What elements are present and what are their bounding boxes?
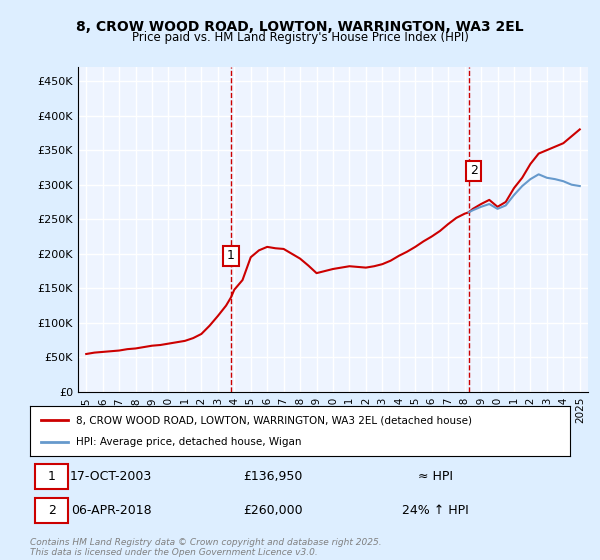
Text: Price paid vs. HM Land Registry's House Price Index (HPI): Price paid vs. HM Land Registry's House … <box>131 31 469 44</box>
Text: 2: 2 <box>47 504 56 517</box>
Text: Contains HM Land Registry data © Crown copyright and database right 2025.
This d: Contains HM Land Registry data © Crown c… <box>30 538 382 557</box>
Text: ≈ HPI: ≈ HPI <box>418 470 452 483</box>
Text: £136,950: £136,950 <box>244 470 302 483</box>
Text: 24% ↑ HPI: 24% ↑ HPI <box>401 504 469 517</box>
Text: 17-OCT-2003: 17-OCT-2003 <box>70 470 152 483</box>
Text: 8, CROW WOOD ROAD, LOWTON, WARRINGTON, WA3 2EL (detached house): 8, CROW WOOD ROAD, LOWTON, WARRINGTON, W… <box>76 415 472 425</box>
Text: 06-APR-2018: 06-APR-2018 <box>71 504 151 517</box>
Text: HPI: Average price, detached house, Wigan: HPI: Average price, detached house, Wiga… <box>76 437 301 447</box>
Text: 1: 1 <box>227 249 235 263</box>
Text: 2: 2 <box>470 164 478 178</box>
FancyBboxPatch shape <box>35 464 68 489</box>
Text: £260,000: £260,000 <box>243 504 303 517</box>
Text: 1: 1 <box>47 470 56 483</box>
FancyBboxPatch shape <box>35 497 68 523</box>
Text: 8, CROW WOOD ROAD, LOWTON, WARRINGTON, WA3 2EL: 8, CROW WOOD ROAD, LOWTON, WARRINGTON, W… <box>76 20 524 34</box>
